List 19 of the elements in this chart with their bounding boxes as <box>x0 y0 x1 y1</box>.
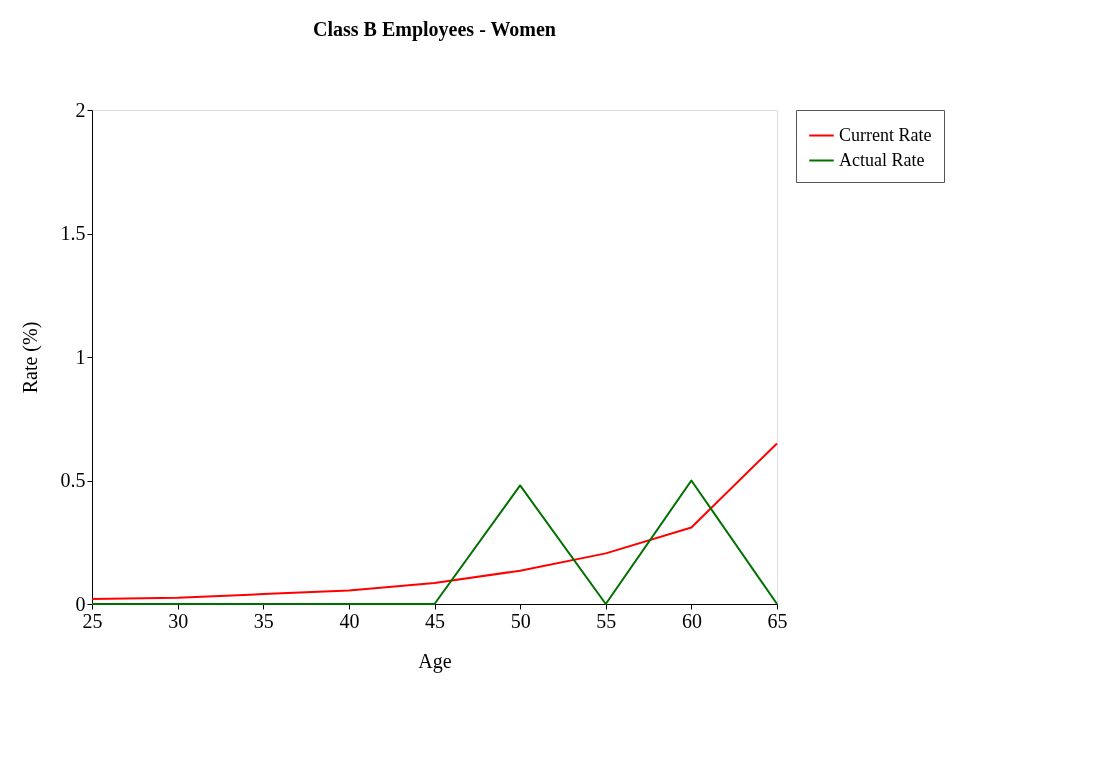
x-tick-label: 30 <box>168 609 189 632</box>
line-series <box>91 442 778 601</box>
y-tick-label: 1 <box>75 345 86 368</box>
y-tick-label: 0 <box>75 592 86 615</box>
x-tick-label: 35 <box>253 609 274 632</box>
x-tick-label: 55 <box>596 609 617 632</box>
x-tick-label: 45 <box>425 609 445 632</box>
chart-title: Class B Employees - Women <box>313 18 556 41</box>
x-tick-label: 65 <box>767 609 788 632</box>
x-axis-title: Age <box>418 649 452 673</box>
x-tick-label: 50 <box>510 609 531 632</box>
y-tick-label: 1.5 <box>60 222 86 244</box>
legend-label: Current Rate <box>839 124 932 145</box>
legend-label: Actual Rate <box>839 149 925 170</box>
x-tick-label: 60 <box>681 609 702 632</box>
y-axis-title: Rate (%) <box>18 321 42 394</box>
x-tick-label: 40 <box>339 609 360 632</box>
y-tick-label: 0.5 <box>60 469 86 491</box>
y-tick-label: 2 <box>75 98 86 121</box>
